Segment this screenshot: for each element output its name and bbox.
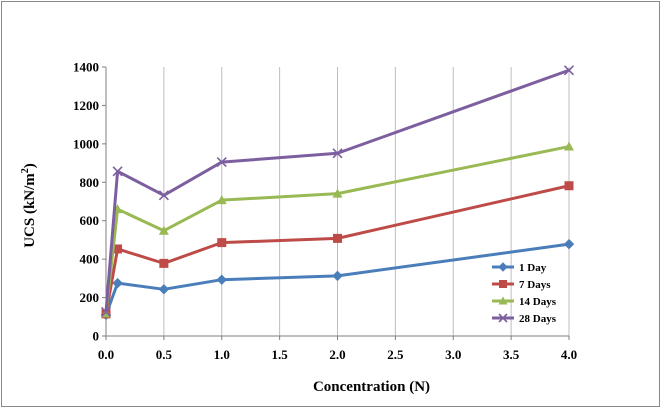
y-tick-label: 800 [80, 175, 100, 190]
y-tick-label: 1400 [73, 60, 99, 75]
series-28-days [100, 65, 575, 318]
data-point [217, 238, 227, 248]
x-tick-labels: 0.0 0.5 1.0 1.5 2.0 2.5 3.0 3.5 4.0 [98, 347, 577, 362]
x-tick-label: 1.5 [272, 347, 289, 362]
data-point [158, 225, 169, 235]
legend-label: 1 Day [519, 262, 547, 274]
data-point [332, 270, 343, 282]
data-point [159, 258, 169, 268]
data-point [564, 181, 574, 191]
x-tick-label: 4.0 [561, 347, 577, 362]
x-tick-label: 3.5 [503, 347, 520, 362]
legend-item: 7 Days [492, 279, 551, 291]
data-point [216, 195, 227, 205]
legend-item: 14 Days [492, 296, 557, 308]
legend-label: 14 Days [519, 296, 557, 308]
data-point [498, 262, 508, 272]
x-tick-label: 0.0 [98, 347, 114, 362]
series-line [104, 68, 570, 313]
data-point [498, 296, 508, 305]
data-point [113, 244, 123, 254]
x-tick-label: 1.0 [214, 347, 230, 362]
y-axis-title-sup: 2 [20, 168, 31, 173]
x-tick-label: 2.0 [329, 347, 345, 362]
series-group [100, 65, 575, 321]
y-tick-label: 1200 [73, 98, 99, 113]
y-axis-title: UCS (kN/m2) [20, 163, 38, 248]
data-point [333, 233, 342, 243]
legend: 1 Day 7 Days 14 Days 28 Days [492, 262, 557, 325]
legend-item: 1 Day [492, 262, 547, 274]
y-axis-title-close: ) [22, 163, 38, 168]
data-point [158, 284, 170, 295]
data-point [499, 280, 507, 288]
data-point [498, 313, 508, 323]
x-axis-title: Concentration (N) [313, 379, 430, 395]
legend-label: 7 Days [519, 279, 551, 291]
data-point [216, 274, 227, 285]
y-tick-label: 1000 [73, 136, 99, 151]
data-point [112, 277, 123, 289]
data-point [216, 157, 227, 168]
x-tick-label: 0.5 [156, 347, 173, 362]
data-point [158, 190, 169, 201]
series-line [104, 184, 570, 315]
data-point [100, 306, 112, 318]
y-axis-title-main: UCS (kN/m [22, 173, 38, 248]
legend-item: 28 Days [492, 313, 557, 325]
y-tick-label: 0 [93, 329, 100, 344]
data-point [563, 238, 575, 250]
data-point [563, 65, 575, 76]
series-line [104, 145, 570, 314]
series-line [104, 242, 570, 316]
legend-label: 28 Days [519, 313, 557, 325]
axes [102, 66, 570, 340]
y-tick-labels: 0 200 400 600 800 1000 1200 1400 [73, 60, 99, 344]
x-tick-label: 3.0 [445, 347, 461, 362]
data-point [564, 141, 574, 151]
y-tick-label: 400 [80, 252, 100, 267]
data-point [112, 166, 123, 177]
y-tick-label: 200 [80, 290, 100, 305]
x-tick-label: 2.5 [387, 347, 404, 362]
y-tick-label: 600 [80, 213, 100, 228]
data-point [332, 148, 343, 159]
data-point [332, 188, 343, 198]
